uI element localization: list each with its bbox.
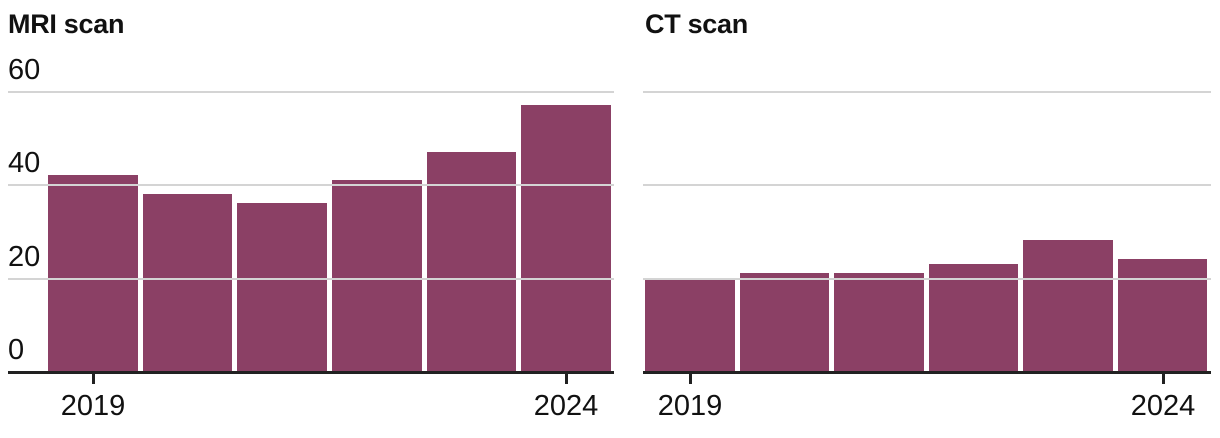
bar-2021 [237, 203, 328, 371]
gridline [8, 184, 614, 187]
x-axis-tick [688, 374, 692, 384]
plot-area [643, 91, 1211, 371]
gridline [643, 184, 1211, 187]
y-axis-tick-label: 20 [8, 240, 41, 273]
x-axis-tick-label: 2024 [1130, 390, 1196, 422]
bar-2023 [426, 151, 517, 371]
bar-2021 [834, 273, 924, 371]
bar-2019 [645, 277, 735, 371]
x-axis-tick [564, 374, 568, 384]
bar-2020 [739, 273, 829, 371]
gridline [8, 91, 614, 93]
mri-chart-panel: MRI scan 0 20 40 60 2019 2024 [8, 0, 614, 438]
plot-area: 0 20 40 60 [8, 56, 614, 371]
y-axis-tick-label: 0 [8, 334, 25, 366]
bars [48, 91, 612, 371]
gridline [643, 91, 1211, 93]
gridline [643, 277, 1211, 280]
y-axis-tick-label: 60 [8, 54, 41, 86]
x-axis-tick-label: 2019 [657, 390, 723, 422]
y-axis-tick-label: 40 [8, 147, 41, 180]
chart-title: CT scan [645, 9, 748, 39]
bar-2022 [928, 263, 1018, 371]
bar-2019 [48, 175, 138, 371]
bar-2024 [1117, 259, 1207, 371]
x-axis-line [8, 371, 614, 374]
bars [645, 91, 1207, 371]
bar-2022 [332, 179, 422, 371]
x-axis-tick-label: 2024 [533, 390, 599, 422]
x-axis-tick [1161, 374, 1165, 384]
x-axis-tick [91, 374, 95, 384]
ct-chart-panel: CT scan 2019 2024 [643, 0, 1211, 438]
gridline [8, 277, 614, 280]
bar-2023 [1023, 240, 1113, 371]
chart-title: MRI scan [8, 9, 125, 39]
x-axis-tick-label: 2019 [60, 390, 126, 422]
bar-2020 [142, 193, 233, 371]
x-axis-line [643, 371, 1211, 374]
bar-2024 [521, 105, 612, 371]
